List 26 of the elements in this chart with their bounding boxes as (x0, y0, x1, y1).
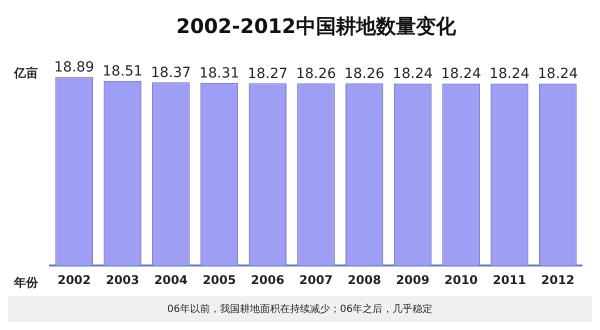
x-tick-label: 2006 (250, 272, 284, 287)
x-tick-label: 2003 (106, 272, 140, 287)
data-label: 18.27 (248, 66, 288, 82)
y-axis-title: 亿亩 (13, 66, 38, 80)
x-tick-label: 2005 (202, 272, 236, 287)
data-label: 18.51 (102, 64, 143, 80)
data-label: 18.24 (441, 66, 482, 82)
x-tick-label: 2007 (299, 272, 333, 287)
data-label: 18.24 (538, 66, 578, 82)
x-tick-label: 2002 (57, 272, 91, 287)
x-axis-title: 年份 (13, 276, 39, 290)
chart-title: 2002-2012中国耕地数量变化 (176, 14, 457, 38)
x-tick-label: 2011 (492, 272, 526, 287)
data-label: 18.26 (344, 66, 384, 82)
x-tick-label: 2010 (444, 272, 478, 287)
x-tick-label: 2012 (541, 272, 575, 287)
data-label: 18.24 (392, 66, 433, 82)
data-label: 18.24 (489, 66, 530, 82)
x-tick-label: 2004 (154, 272, 188, 287)
x-tick-label: 2009 (396, 272, 430, 287)
data-label: 18.26 (296, 66, 336, 82)
data-label: 18.89 (54, 60, 94, 76)
text: 06年以前，我国耕地面积在持续减少；06年之后，几乎稳定 (8, 296, 592, 322)
data-label: 18.37 (150, 64, 191, 81)
x-tick-label: 2008 (348, 272, 382, 287)
data-label: 18.31 (199, 66, 240, 82)
